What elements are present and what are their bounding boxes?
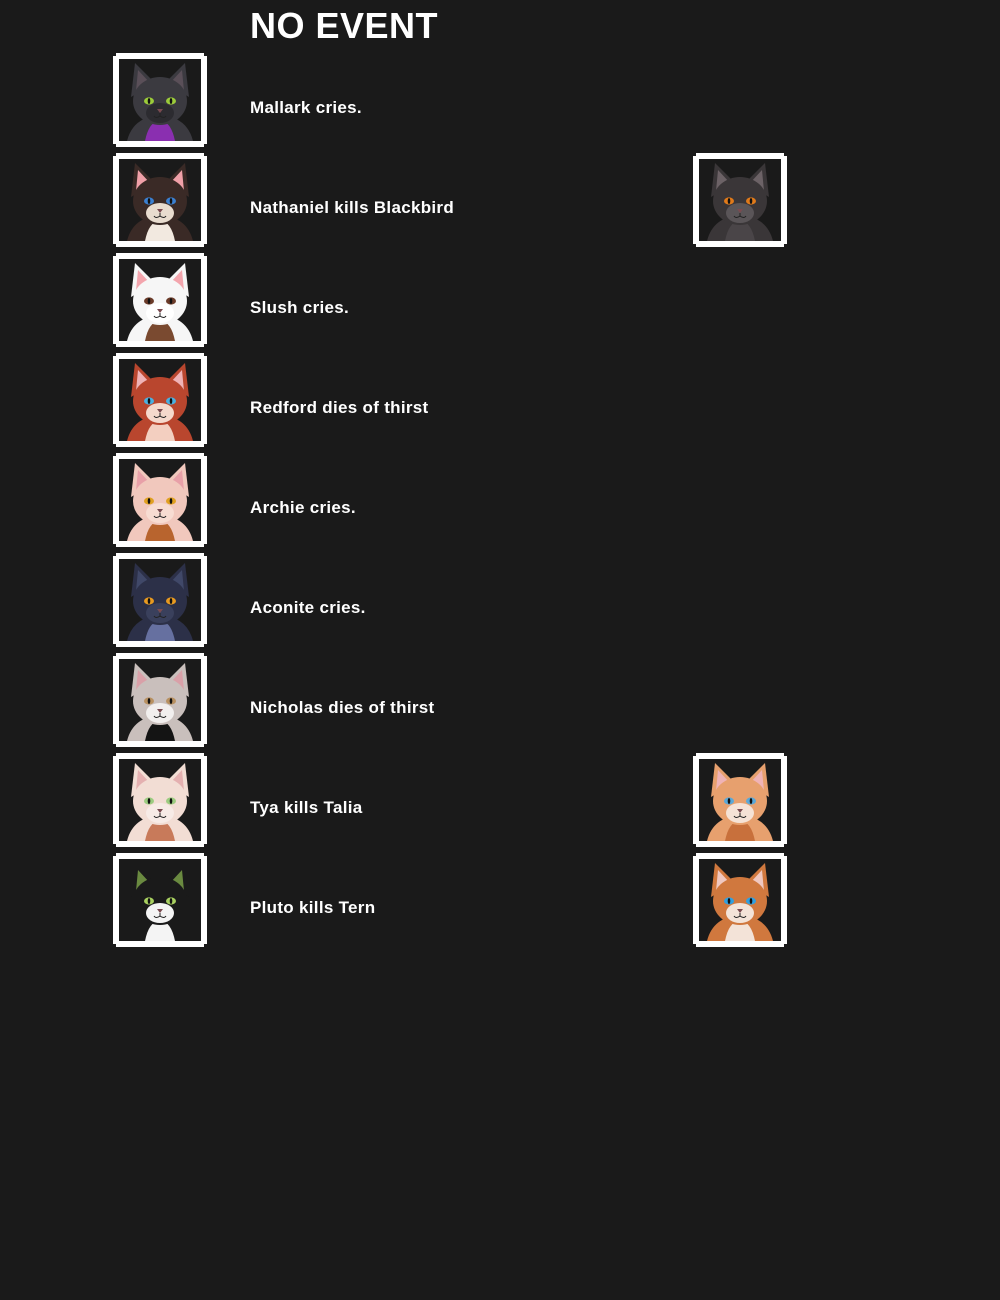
actor-portrait [113, 653, 207, 747]
cat-face-icon [119, 159, 201, 241]
page-title: NO EVENT [250, 5, 439, 46]
event-text: Nicholas dies of thirst [250, 698, 435, 717]
event-text: Tya kills Talia [250, 798, 363, 817]
event-row: Nathaniel kills Blackbird [0, 152, 1000, 252]
event-list: Mallark cries. Nathaniel kills Blackbird S… [0, 52, 1000, 952]
event-text: Slush cries. [250, 298, 350, 317]
actor-portrait [113, 353, 207, 447]
event-text: Redford dies of thirst [250, 398, 429, 417]
cat-face-icon [119, 259, 201, 341]
event-text: Archie cries. [250, 498, 356, 517]
event-text: Mallark cries. [250, 98, 362, 117]
cat-face-icon [699, 759, 781, 841]
event-row: Mallark cries. [0, 52, 1000, 152]
cat-face-icon [119, 659, 201, 741]
actor-portrait [113, 53, 207, 147]
event-row: Aconite cries. [0, 552, 1000, 652]
event-text: Nathaniel kills Blackbird [250, 198, 455, 217]
actor-portrait [113, 253, 207, 347]
actor-portrait [113, 753, 207, 847]
cat-face-icon [119, 759, 201, 841]
cat-face-icon [119, 559, 201, 641]
event-row: Redford dies of thirst [0, 352, 1000, 452]
cat-face-icon [119, 59, 201, 141]
target-portrait [693, 153, 787, 247]
cat-face-icon [699, 159, 781, 241]
target-portrait [693, 853, 787, 947]
event-row: Archie cries. [0, 452, 1000, 552]
actor-portrait [113, 453, 207, 547]
event-text: Aconite cries. [250, 598, 366, 617]
event-row: Pluto kills Tern [0, 852, 1000, 952]
event-text: Pluto kills Tern [250, 898, 376, 917]
cat-face-icon [699, 859, 781, 941]
actor-portrait [113, 853, 207, 947]
event-row: Nicholas dies of thirst [0, 652, 1000, 752]
event-row: Slush cries. [0, 252, 1000, 352]
cat-face-icon [119, 859, 201, 941]
event-row: Tya kills Talia [0, 752, 1000, 852]
cat-face-icon [119, 459, 201, 541]
target-portrait [693, 753, 787, 847]
actor-portrait [113, 553, 207, 647]
actor-portrait [113, 153, 207, 247]
cat-face-icon [119, 359, 201, 441]
